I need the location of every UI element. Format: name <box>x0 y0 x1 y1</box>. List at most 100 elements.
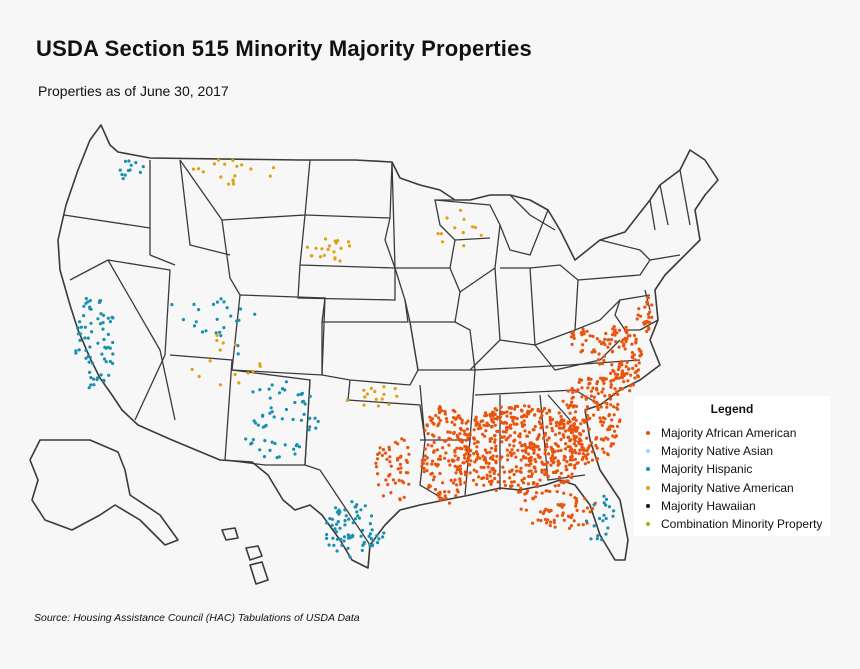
property-dot <box>463 473 468 477</box>
legend-item-native-american: Majority Native American <box>646 481 794 495</box>
property-dot <box>581 509 586 513</box>
property-dot <box>610 333 615 337</box>
property-dot <box>512 439 516 443</box>
property-dot <box>375 457 380 461</box>
property-dot <box>494 444 498 448</box>
property-dot <box>237 381 241 385</box>
property-dot <box>455 483 459 487</box>
property-dot <box>332 250 336 254</box>
property-dot <box>551 429 555 433</box>
property-dot <box>221 341 225 345</box>
property-dot <box>400 479 404 483</box>
property-dot <box>639 314 643 318</box>
property-dot <box>582 332 586 336</box>
property-dot <box>423 447 427 451</box>
property-dot <box>240 163 244 167</box>
property-dot <box>420 464 424 468</box>
property-dot <box>356 514 360 518</box>
property-dot <box>360 528 365 533</box>
property-dot <box>269 406 273 410</box>
property-dot <box>406 445 410 450</box>
property-dot <box>508 470 512 474</box>
property-dot <box>609 338 614 342</box>
property-dot <box>498 415 502 419</box>
property-dot <box>453 464 457 468</box>
property-dot <box>551 470 556 475</box>
property-dot <box>500 440 504 444</box>
property-dot <box>531 445 535 449</box>
property-dot <box>571 395 576 399</box>
property-dot <box>599 405 603 409</box>
property-dot <box>353 517 358 521</box>
property-dot <box>556 449 560 453</box>
property-dot <box>609 379 613 383</box>
property-dot <box>553 456 558 460</box>
property-dot <box>561 426 566 430</box>
property-dot <box>335 522 339 526</box>
property-dot <box>216 158 221 162</box>
property-dot <box>562 491 566 495</box>
property-dot <box>530 521 535 525</box>
legend-item-hawaiian: Majority Hawaiian <box>646 499 756 513</box>
property-dot <box>350 500 354 504</box>
property-dot <box>460 418 464 422</box>
property-dot <box>473 418 477 422</box>
property-dot <box>447 443 451 447</box>
property-dot <box>602 358 606 363</box>
property-dot <box>400 437 404 441</box>
property-dot <box>381 448 385 452</box>
property-dot <box>596 406 600 410</box>
property-dot <box>432 422 436 426</box>
property-dot <box>500 455 504 459</box>
property-dot <box>249 442 253 446</box>
property-dot <box>570 476 574 480</box>
property-dot <box>618 388 623 392</box>
property-dot <box>527 404 531 408</box>
property-dot <box>458 446 462 450</box>
property-dot <box>443 412 447 416</box>
property-dot <box>446 430 450 434</box>
property-dot <box>293 400 297 405</box>
property-dot <box>648 321 652 325</box>
property-dot <box>568 411 572 415</box>
property-dot <box>512 422 516 426</box>
property-dot <box>595 382 599 386</box>
property-dot <box>557 426 562 430</box>
property-dot <box>609 403 613 407</box>
property-dot <box>470 225 475 229</box>
property-dot <box>490 417 494 421</box>
property-dot <box>387 474 391 478</box>
property-dot <box>458 477 462 481</box>
property-dot <box>589 537 593 541</box>
property-dot <box>89 383 93 387</box>
property-dot <box>566 474 571 478</box>
property-dot <box>595 537 599 541</box>
property-dot <box>593 350 597 354</box>
property-dot <box>191 167 196 171</box>
property-dot <box>218 330 222 334</box>
property-dot <box>350 535 355 539</box>
property-dot <box>463 432 467 436</box>
property-dot <box>585 405 590 409</box>
property-dot <box>570 342 574 346</box>
property-dot <box>573 457 578 461</box>
property-dot <box>487 423 491 427</box>
property-dot <box>534 491 539 495</box>
property-dot <box>514 465 518 469</box>
property-dot <box>428 415 432 419</box>
property-dot <box>402 438 406 442</box>
property-dot <box>74 349 78 353</box>
property-dot <box>495 417 499 421</box>
property-dot <box>197 308 201 312</box>
property-dot <box>488 470 492 474</box>
property-dot <box>76 326 80 330</box>
property-dot <box>82 304 86 308</box>
property-dot <box>614 340 618 344</box>
property-dot <box>527 474 531 479</box>
property-dot <box>519 470 523 474</box>
property-dot <box>599 419 603 423</box>
property-dot <box>423 428 427 432</box>
property-dot <box>262 455 267 459</box>
property-dot <box>612 405 616 409</box>
property-dot <box>568 449 572 453</box>
